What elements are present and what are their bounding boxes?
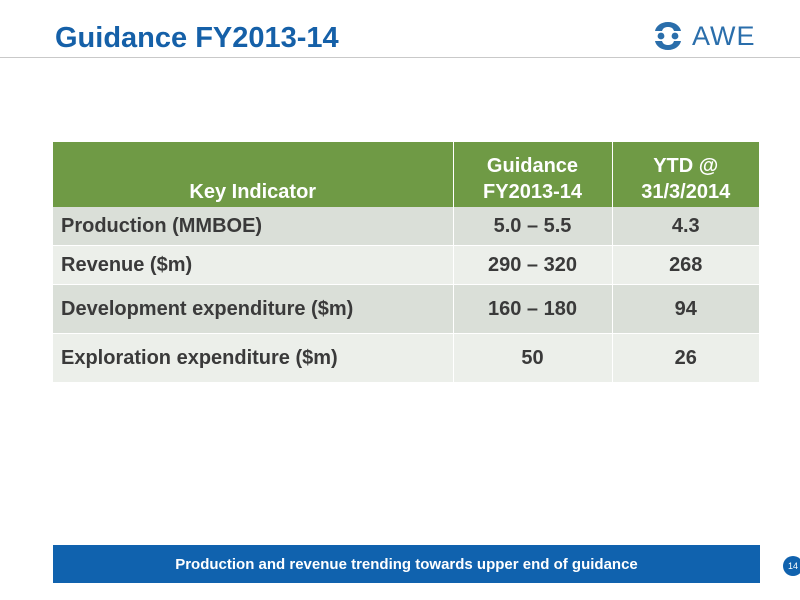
indicator-cell: Development expenditure ($m) (53, 284, 454, 334)
company-logo: AWE (652, 18, 756, 54)
guidance-cell: 160 – 180 (453, 284, 613, 334)
header-key-indicator: Key Indicator (53, 142, 454, 207)
guidance-cell: 5.0 – 5.5 (453, 207, 613, 246)
indicator-cell: Revenue ($m) (53, 245, 454, 285)
table-header-row: Key Indicator Guidance FY2013-14 YTD @ 3… (53, 142, 759, 207)
table-row: Production (MMBOE) 5.0 – 5.5 4.3 (53, 207, 759, 246)
indicator-cell: Production (MMBOE) (53, 207, 454, 246)
table-row: Revenue ($m) 290 – 320 268 (53, 245, 759, 285)
guidance-cell: 290 – 320 (453, 245, 613, 285)
awe-logo-mark-icon (655, 22, 681, 50)
footer-banner-text: Production and revenue trending towards … (175, 555, 638, 573)
header-guidance: Guidance FY2013-14 (453, 142, 613, 207)
header-ytd: YTD @ 31/3/2014 (612, 142, 759, 207)
header-ytd-line1: YTD @ (653, 155, 719, 177)
logo-text: AWE (692, 20, 756, 51)
ytd-cell: 268 (612, 245, 759, 285)
ytd-cell: 94 (612, 284, 759, 334)
header-key-indicator-label: Key Indicator (189, 181, 317, 203)
guidance-cell: 50 (453, 333, 613, 383)
title-divider (0, 57, 800, 58)
header-ytd-line2: 31/3/2014 (641, 181, 731, 203)
ytd-cell: 26 (612, 333, 759, 383)
table-row: Exploration expenditure ($m) 50 26 (53, 333, 759, 383)
slide-title: Guidance FY2013-14 (55, 22, 339, 54)
footer-banner: Production and revenue trending towards … (53, 545, 760, 583)
header-guidance-line2: FY2013-14 (483, 181, 582, 203)
page-number-badge: 14 (783, 556, 800, 576)
guidance-table: Key Indicator Guidance FY2013-14 YTD @ 3… (53, 142, 759, 383)
table-row: Development expenditure ($m) 160 – 180 9… (53, 284, 759, 334)
indicator-cell: Exploration expenditure ($m) (53, 333, 454, 383)
ytd-cell: 4.3 (612, 207, 759, 246)
header-guidance-line1: Guidance (486, 155, 579, 177)
